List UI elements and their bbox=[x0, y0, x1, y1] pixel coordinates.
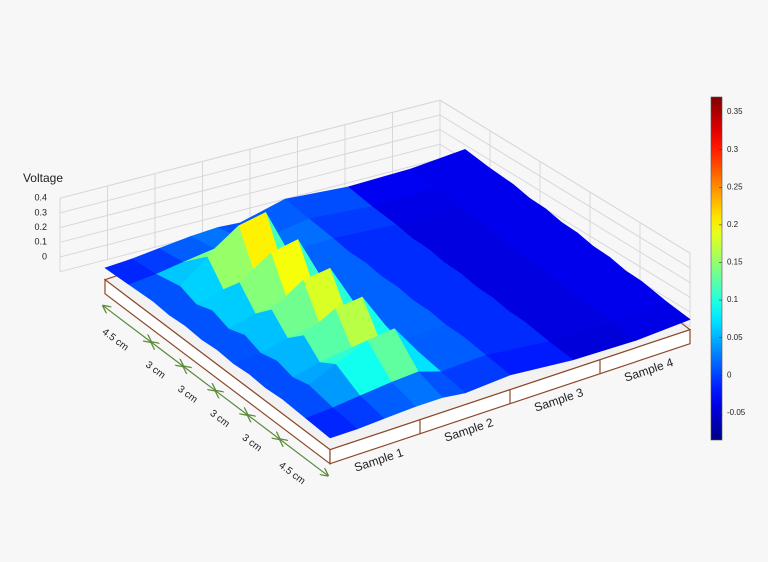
distance-label: 4.5 cm bbox=[100, 327, 131, 354]
colorbar-tick-label: 0.05 bbox=[727, 333, 743, 342]
distance-label: 3 cm bbox=[175, 384, 199, 406]
grid-line bbox=[59, 114, 691, 269]
z-tick-label: 0 bbox=[42, 251, 47, 261]
colorbar-tick-label: 0.25 bbox=[727, 182, 743, 191]
grid-line bbox=[59, 143, 691, 298]
distance-arrow bbox=[151, 342, 183, 366]
colorbar-tick-label: 0.2 bbox=[727, 220, 739, 229]
colorbar bbox=[710, 96, 723, 441]
distance-label: 3 cm bbox=[208, 408, 232, 430]
distance-arrow bbox=[248, 415, 280, 439]
grid-line bbox=[59, 99, 691, 254]
surface bbox=[104, 149, 691, 439]
colorbar-tick-label: 0.35 bbox=[727, 107, 743, 116]
grid-line bbox=[59, 129, 691, 284]
colorbar-tick-label: -0.05 bbox=[727, 408, 746, 417]
z-axis-label: Voltage bbox=[23, 171, 63, 185]
colorbar-tick-label: 0.1 bbox=[727, 295, 739, 304]
z-tick-label: 0.4 bbox=[34, 193, 47, 203]
z-tick-label: 0.1 bbox=[34, 237, 47, 247]
colorbar-tick-label: 0 bbox=[727, 370, 732, 379]
distance-arrow bbox=[183, 366, 215, 390]
distance-label: 3 cm bbox=[143, 359, 167, 381]
distance-label: 3 cm bbox=[240, 432, 264, 454]
distance-label: 4.5 cm bbox=[277, 460, 308, 487]
distance-arrow bbox=[216, 391, 248, 415]
colorbar-tick-label: 0.15 bbox=[727, 258, 743, 267]
z-tick-label: 0.2 bbox=[34, 222, 47, 232]
distance-arrow bbox=[103, 306, 151, 342]
z-tick-label: 0.3 bbox=[34, 207, 47, 217]
colorbar-tick-label: 0.3 bbox=[727, 145, 739, 154]
surface-cell bbox=[305, 407, 358, 439]
distance-arrow bbox=[280, 439, 328, 475]
